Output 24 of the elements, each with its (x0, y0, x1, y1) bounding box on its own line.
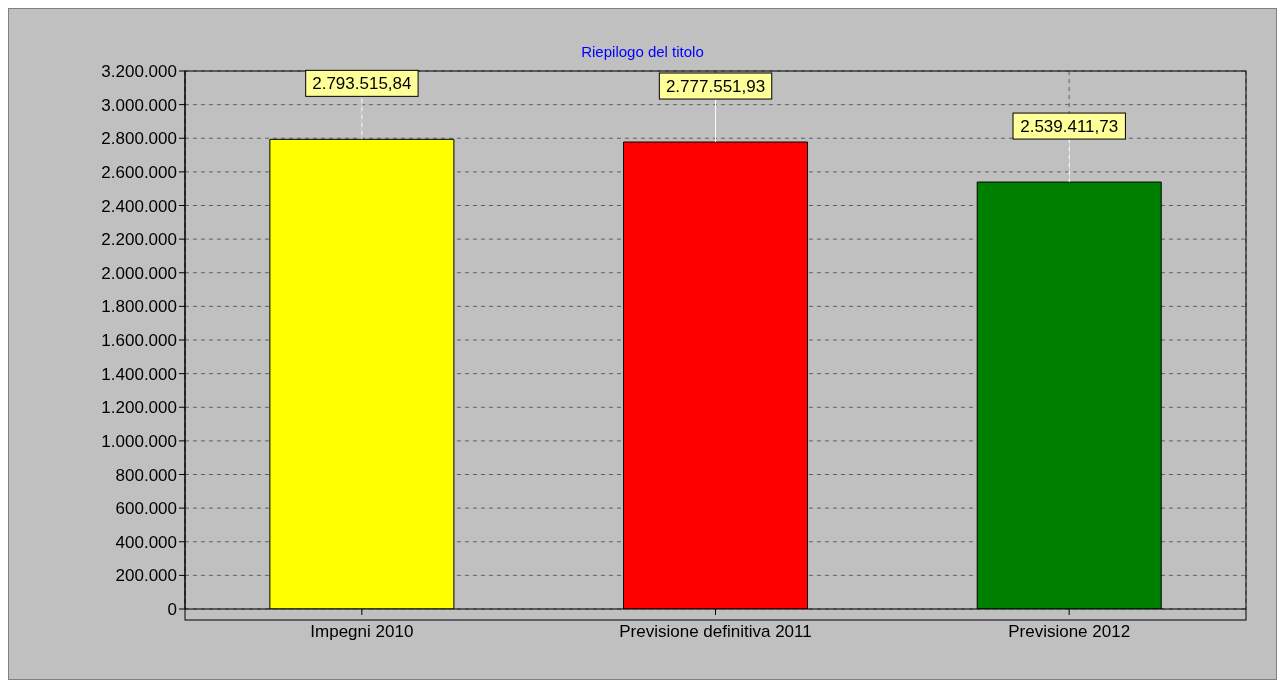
y-tick-label: 1.000.000 (101, 431, 177, 451)
chart-title: Riepilogo del titolo (580, 43, 705, 60)
x-tick-label: Impegni 2010 (310, 622, 414, 642)
y-tick-label: 600.000 (115, 499, 177, 519)
y-tick-label: 1.800.000 (101, 297, 177, 317)
y-tick-label: 2.600.000 (101, 162, 177, 182)
y-tick-label: 0 (167, 600, 177, 620)
data-label: 2.777.551,93 (665, 77, 766, 97)
y-tick-label: 2.000.000 (101, 263, 177, 283)
y-tick-label: 400.000 (115, 532, 177, 552)
data-label: 2.539.411,73 (1020, 117, 1119, 137)
y-tick-label: 2.800.000 (101, 129, 177, 149)
y-tick-label: 1.600.000 (101, 331, 177, 351)
y-tick-label: 2.400.000 (101, 196, 177, 216)
x-tick-label: Previsione 2012 (1008, 622, 1131, 642)
x-tick-label: Previsione definitiva 2011 (619, 622, 812, 642)
y-tick-label: 800.000 (115, 465, 177, 485)
y-tick-label: 1.200.000 (101, 398, 177, 418)
data-label: 2.793.515,84 (312, 74, 412, 94)
y-tick-label: 3.200.000 (101, 62, 177, 82)
y-tick-label: 200.000 (115, 566, 177, 586)
y-tick-label: 2.200.000 (101, 230, 177, 250)
y-tick-label: 3.000.000 (101, 95, 177, 115)
y-tick-label: 1.400.000 (101, 364, 177, 384)
